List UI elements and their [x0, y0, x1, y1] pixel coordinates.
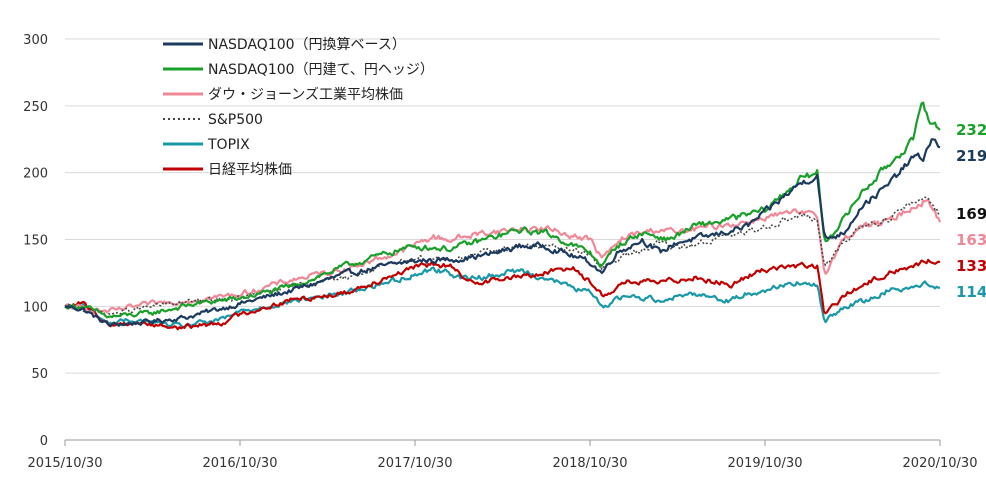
series-line — [64, 196, 941, 318]
series-lines — [64, 101, 942, 331]
end-value-label: 114 — [956, 283, 986, 301]
end-value-label: 133 — [956, 257, 986, 275]
series-line — [64, 258, 941, 331]
y-tick-label: 250 — [23, 100, 48, 115]
x-axis: 2015/10/30 2016/10/30 2017/10/30 2018/10/30… — [28, 439, 978, 471]
series-line — [64, 266, 941, 329]
legend-label: NASDAQ100（円建て、円ヘッジ） — [208, 62, 434, 78]
x-tick-label: 2019/10/30 — [728, 456, 803, 471]
y-tick-label: 300 — [23, 33, 48, 48]
legend-label: S&P500 — [208, 112, 263, 128]
legend: NASDAQ100（円換算ベース） NASDAQ100（円建て、円ヘッジ） ダウ・ジ… — [163, 37, 434, 178]
x-tick-label: 2020/10/30 — [903, 456, 978, 471]
y-tick-label: 50 — [31, 367, 48, 382]
y-tick-label: 0 — [40, 434, 48, 449]
legend-label: NASDAQ100（円換算ベース） — [208, 37, 406, 53]
end-value-label: 219 — [956, 147, 986, 165]
y-tick-label: 150 — [23, 234, 48, 249]
series-line — [64, 138, 941, 327]
y-axis: 0 50 100 150 200 250 300 — [23, 33, 48, 449]
y-tick-label: 200 — [23, 167, 48, 182]
x-tick-label: 2017/10/30 — [378, 456, 453, 471]
end-value-label: 169 — [956, 205, 986, 223]
legend-label: TOPIX — [207, 137, 250, 153]
end-value-label: 232 — [956, 121, 986, 139]
grid-lines — [65, 38, 940, 374]
legend-label: ダウ・ジョーンズ工業平均株価 — [208, 87, 403, 103]
x-tick-label: 2015/10/30 — [28, 456, 103, 471]
series-line — [64, 198, 942, 315]
end-value-labels: 219 232 163 169 114 133 — [956, 121, 986, 301]
legend-label: 日経平均株価 — [208, 162, 292, 178]
end-value-label: 163 — [956, 231, 986, 249]
y-tick-label: 100 — [23, 300, 48, 315]
x-tick-label: 2016/10/30 — [203, 456, 278, 471]
x-tick-label: 2018/10/30 — [553, 456, 628, 471]
